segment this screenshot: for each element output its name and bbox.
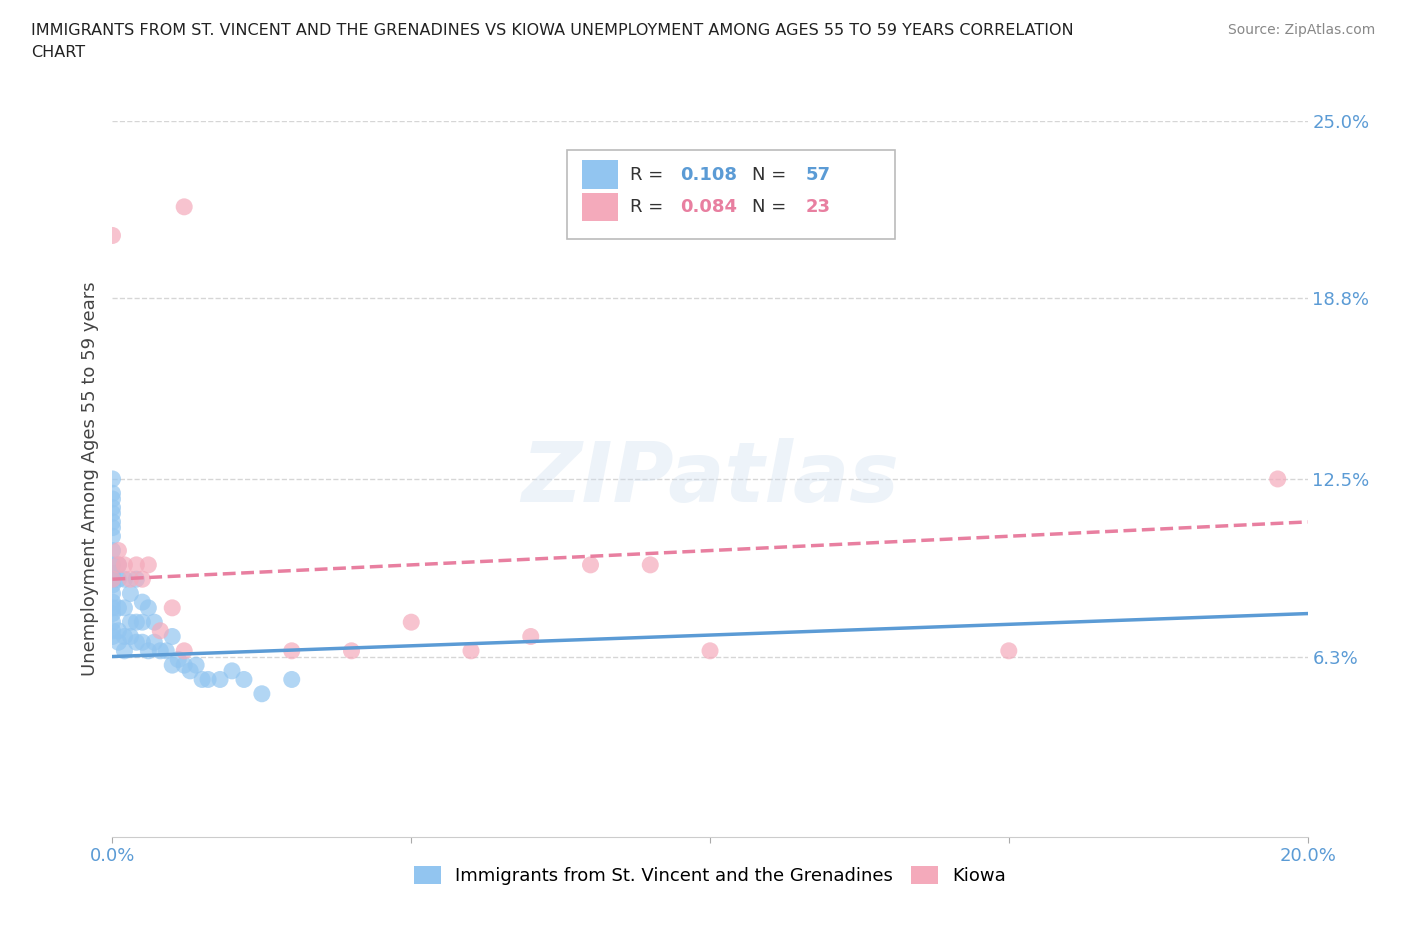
Point bbox=[101, 557, 124, 572]
Point bbox=[101, 529, 124, 544]
Point bbox=[179, 663, 201, 678]
FancyBboxPatch shape bbox=[567, 150, 896, 239]
Text: 23: 23 bbox=[806, 198, 831, 216]
Point bbox=[120, 615, 142, 630]
Point bbox=[162, 601, 183, 616]
Point bbox=[131, 594, 153, 609]
Text: N =: N = bbox=[752, 198, 792, 216]
Point bbox=[125, 557, 148, 572]
Point bbox=[114, 629, 135, 644]
Point bbox=[120, 572, 142, 587]
Point bbox=[101, 472, 124, 486]
Point bbox=[101, 594, 124, 609]
Bar bbox=[582, 160, 619, 189]
Point bbox=[143, 615, 166, 630]
Text: R =: R = bbox=[630, 166, 669, 183]
Point bbox=[101, 601, 124, 616]
Text: IMMIGRANTS FROM ST. VINCENT AND THE GRENADINES VS KIOWA UNEMPLOYMENT AMONG AGES : IMMIGRANTS FROM ST. VINCENT AND THE GREN… bbox=[31, 23, 1074, 60]
Point bbox=[998, 644, 1021, 658]
Point bbox=[101, 586, 124, 601]
Point bbox=[101, 572, 124, 587]
Point bbox=[131, 635, 153, 650]
Point bbox=[149, 644, 172, 658]
Bar bbox=[582, 193, 619, 221]
Point bbox=[101, 572, 124, 587]
Point bbox=[101, 485, 124, 500]
Text: 57: 57 bbox=[806, 166, 831, 183]
Point bbox=[155, 644, 177, 658]
Point bbox=[101, 520, 124, 535]
Point bbox=[107, 623, 129, 638]
Point bbox=[460, 644, 482, 658]
Point bbox=[221, 663, 243, 678]
Point bbox=[173, 199, 195, 214]
Point bbox=[101, 615, 124, 630]
Point bbox=[131, 615, 153, 630]
Point bbox=[197, 672, 219, 687]
Text: R =: R = bbox=[630, 198, 669, 216]
Text: ZIPatlas: ZIPatlas bbox=[522, 438, 898, 520]
Point bbox=[138, 601, 160, 616]
Point bbox=[107, 601, 129, 616]
Point bbox=[1267, 472, 1289, 486]
Point bbox=[107, 572, 129, 587]
Point bbox=[114, 601, 135, 616]
Point bbox=[186, 658, 208, 672]
Y-axis label: Unemployment Among Ages 55 to 59 years: Unemployment Among Ages 55 to 59 years bbox=[80, 282, 98, 676]
Point bbox=[149, 623, 172, 638]
Point bbox=[143, 635, 166, 650]
Point bbox=[114, 557, 135, 572]
Point bbox=[520, 629, 543, 644]
Text: 0.084: 0.084 bbox=[681, 198, 737, 216]
Point bbox=[191, 672, 214, 687]
Point bbox=[233, 672, 256, 687]
Point bbox=[125, 635, 148, 650]
Point bbox=[101, 514, 124, 529]
Point bbox=[167, 652, 190, 667]
Point bbox=[101, 506, 124, 521]
Point bbox=[101, 629, 124, 644]
Point bbox=[173, 658, 195, 672]
Text: Source: ZipAtlas.com: Source: ZipAtlas.com bbox=[1227, 23, 1375, 37]
Point bbox=[101, 492, 124, 507]
Point bbox=[281, 672, 304, 687]
Point bbox=[114, 572, 135, 587]
Point bbox=[120, 586, 142, 601]
Point bbox=[125, 572, 148, 587]
Point bbox=[101, 543, 124, 558]
Point bbox=[250, 686, 273, 701]
Point bbox=[173, 644, 195, 658]
Point bbox=[101, 500, 124, 515]
Point bbox=[101, 566, 124, 581]
Point bbox=[125, 615, 148, 630]
Point bbox=[162, 658, 183, 672]
Point bbox=[101, 623, 124, 638]
Point bbox=[281, 644, 304, 658]
Point bbox=[107, 635, 129, 650]
Point bbox=[101, 578, 124, 592]
Point bbox=[107, 557, 129, 572]
Point bbox=[401, 615, 423, 630]
Point bbox=[699, 644, 721, 658]
Legend: Immigrants from St. Vincent and the Grenadines, Kiowa: Immigrants from St. Vincent and the Gren… bbox=[406, 858, 1014, 893]
Point bbox=[114, 644, 135, 658]
Point bbox=[107, 543, 129, 558]
Point bbox=[101, 228, 124, 243]
Point bbox=[138, 557, 160, 572]
Text: N =: N = bbox=[752, 166, 792, 183]
Point bbox=[107, 557, 129, 572]
Point bbox=[120, 629, 142, 644]
Point bbox=[579, 557, 602, 572]
Point bbox=[209, 672, 232, 687]
Point bbox=[101, 606, 124, 621]
Point bbox=[138, 644, 160, 658]
Point bbox=[131, 572, 153, 587]
Point bbox=[640, 557, 662, 572]
Point bbox=[162, 629, 183, 644]
Point bbox=[340, 644, 363, 658]
Text: 0.108: 0.108 bbox=[681, 166, 737, 183]
